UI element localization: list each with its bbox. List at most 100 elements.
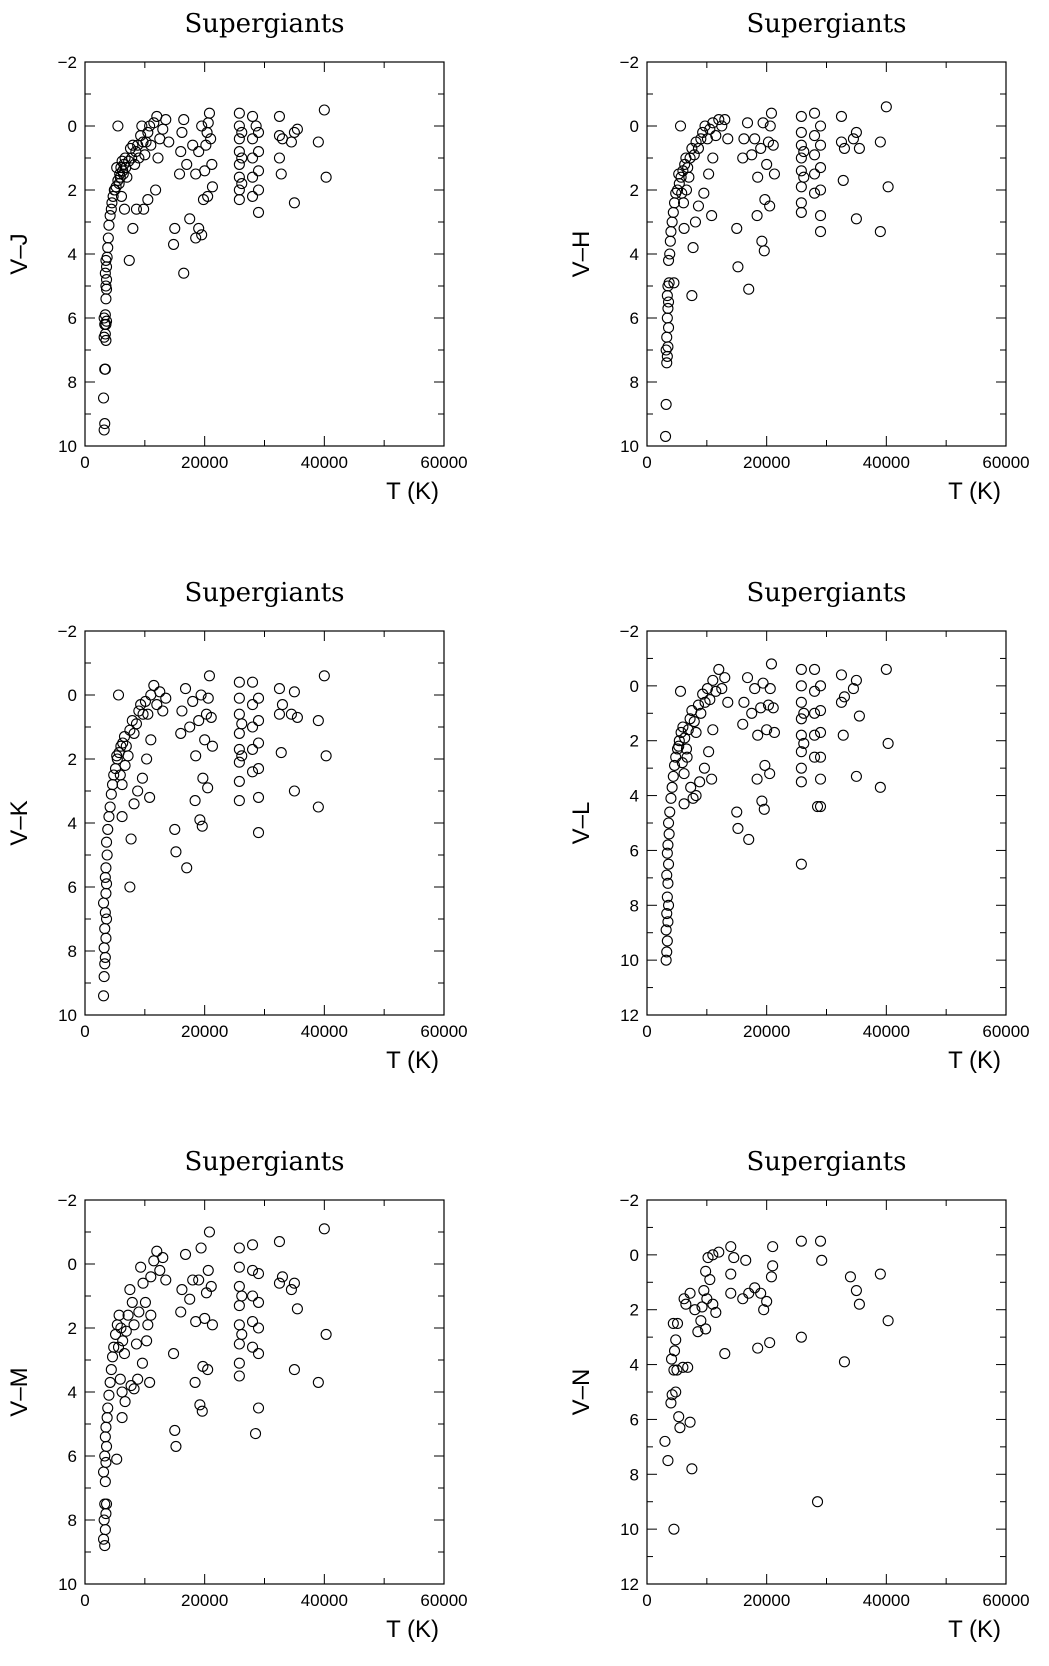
data-point (233, 775, 245, 787)
y-axis-label: V–N (568, 1369, 595, 1416)
data-point (233, 107, 245, 119)
data-point (116, 1412, 128, 1424)
data-point (662, 296, 675, 308)
data-point (853, 1298, 865, 1310)
data-point (685, 781, 697, 793)
data-point (115, 1322, 127, 1334)
data-point (103, 811, 115, 823)
data-point (681, 751, 693, 763)
data-point (154, 1264, 166, 1276)
data-point (233, 1319, 245, 1331)
data-point (853, 142, 865, 154)
data-point (659, 1435, 671, 1447)
data-point (814, 773, 827, 785)
data-point (707, 1249, 719, 1261)
data-point (700, 1265, 712, 1277)
data-point (233, 1242, 245, 1254)
data-point (233, 692, 245, 704)
data-point (673, 740, 685, 752)
data-point (814, 704, 827, 717)
data-point (662, 341, 674, 353)
data-point (273, 152, 286, 164)
data-point (695, 133, 707, 145)
x-tick-label: 0 (80, 1022, 89, 1041)
data-point (102, 823, 114, 835)
data-point (291, 1303, 303, 1315)
data-point (113, 1309, 125, 1321)
data-point (731, 222, 743, 234)
data-point (142, 126, 154, 138)
data-point (761, 724, 773, 736)
data-point (808, 130, 821, 142)
data-point (273, 1236, 286, 1248)
data-point (130, 718, 143, 730)
data-point (176, 705, 188, 717)
data-point (692, 200, 705, 212)
data-point (710, 1306, 722, 1319)
data-point (663, 277, 675, 289)
data-point (814, 751, 827, 763)
y-tick-label: 10 (620, 951, 639, 970)
data-point (100, 932, 112, 944)
x-tick-label: 40000 (301, 1591, 348, 1610)
data-point (850, 213, 862, 225)
data-point (661, 935, 673, 947)
y-tick-label: 0 (68, 117, 77, 136)
data-point (318, 670, 330, 682)
data-point (737, 718, 749, 730)
data-point (189, 1376, 201, 1388)
data-point (665, 226, 677, 238)
data-point (291, 711, 303, 723)
data-point (814, 1235, 827, 1247)
data-point (707, 674, 719, 686)
y-tick-label: 0 (68, 686, 77, 705)
data-point (99, 328, 111, 340)
data-point (175, 727, 187, 739)
data-point (660, 924, 672, 936)
data-point (139, 1296, 151, 1308)
data-point (688, 149, 700, 161)
y-tick-label: 8 (68, 373, 77, 392)
x-tick-label: 0 (80, 1591, 89, 1610)
data-point (686, 1463, 698, 1475)
data-point (320, 750, 332, 762)
data-point (767, 1241, 779, 1253)
data-point (874, 136, 886, 148)
data-point (682, 724, 694, 736)
data-point (808, 685, 821, 697)
data-point (105, 788, 117, 800)
data-point (126, 152, 138, 164)
data-point (139, 695, 151, 707)
data-point (665, 1397, 677, 1409)
chart-title: Supergiants (746, 1147, 906, 1177)
data-point (692, 699, 705, 711)
data-point (233, 1338, 245, 1350)
data-point (200, 1287, 213, 1299)
data-point (808, 751, 821, 763)
data-point (808, 707, 821, 719)
data-point (144, 791, 156, 803)
data-point (288, 785, 300, 797)
data-point (814, 184, 827, 196)
data-point (743, 833, 755, 846)
data-point (197, 772, 209, 784)
y-tick-label: 4 (68, 245, 77, 264)
data-point (124, 1284, 136, 1296)
data-point (285, 136, 297, 148)
data-point (246, 1239, 259, 1251)
data-point (99, 363, 111, 375)
data-point (667, 1317, 679, 1329)
scatter-panel-5: Supergiants 0 20000 40000 60000 −2 0 2 4 6 8 10 T (K… (6, 1147, 468, 1643)
data-point (795, 713, 807, 725)
data-point (99, 1540, 111, 1552)
x-axis-label: T (K) (948, 478, 1001, 505)
x-axis-label: T (K) (386, 478, 439, 505)
data-point (662, 877, 674, 889)
data-point (105, 203, 117, 215)
data-point (741, 672, 754, 684)
data-point (115, 190, 128, 202)
data-point (101, 1412, 113, 1424)
data-point (184, 1293, 196, 1305)
y-tick-label: 2 (68, 181, 77, 200)
data-point (701, 1293, 713, 1305)
